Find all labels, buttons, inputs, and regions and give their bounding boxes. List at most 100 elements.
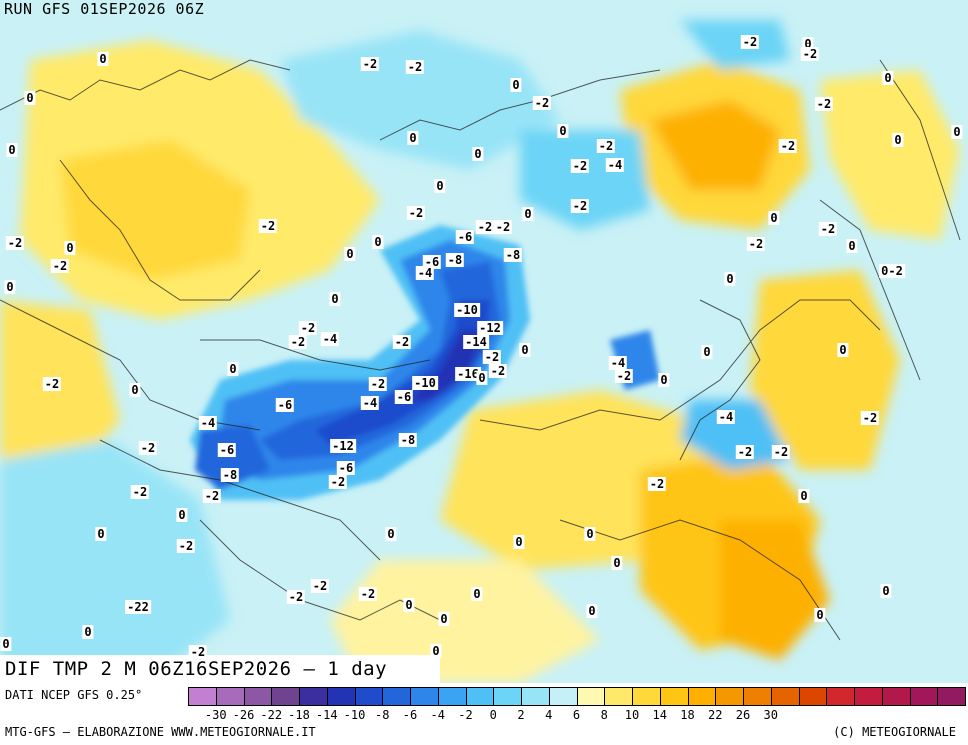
contour-value-label: 0 [880, 584, 892, 598]
cool-area-east [680, 400, 790, 470]
contour-value-label: -4 [360, 396, 380, 410]
contour-value-label: 0 [584, 527, 596, 541]
contour-value-label: -2 [176, 539, 196, 553]
contour-value-label: -14 [463, 335, 489, 349]
color-swatch [938, 687, 966, 706]
contour-value-label: -4 [716, 410, 736, 424]
contour-value-label: -12 [330, 439, 356, 453]
contour-value-label: -4 [320, 332, 340, 346]
contour-value-label: -2 [405, 60, 425, 74]
credit-label: MTG-GFS — ELABORAZIONE WWW.METEOGIORNALE… [5, 725, 316, 739]
color-swatch [300, 687, 328, 706]
tick-label: -22 [260, 708, 283, 722]
contour-value-label: 0 [557, 124, 569, 138]
contour-value-label: 0 [892, 133, 904, 147]
tick-label: 10 [624, 708, 640, 722]
tick-label: 26 [735, 708, 751, 722]
contour-value-label: 0 [129, 383, 141, 397]
warm-area-siberia-core [650, 100, 780, 190]
color-swatch [744, 687, 772, 706]
contour-value-label: 0 [701, 345, 713, 359]
tick-label: -4 [430, 708, 445, 722]
contour-value-label: 0 [372, 235, 384, 249]
tick-label: 14 [652, 708, 667, 722]
contour-value-label: 0 [586, 604, 598, 618]
contour-value-label: 0 [724, 272, 736, 286]
contour-value-label: -2 [614, 369, 634, 383]
cool-area-southwest [0, 440, 230, 683]
contour-value-label: -10 [412, 376, 438, 390]
contour-value-label: -6 [275, 398, 295, 412]
contour-value-label: 0 [802, 37, 814, 51]
contour-value-label: -2 [42, 377, 62, 391]
contour-value-label: -22 [125, 600, 151, 614]
run-title: RUN GFS 01SEP2026 06Z [4, 0, 205, 18]
contour-value-label: 0 [64, 241, 76, 255]
cool-area-arctic-east [520, 130, 650, 230]
map-field [0, 0, 968, 683]
tick-label: 8 [600, 708, 608, 722]
color-swatch [549, 687, 578, 706]
contour-value-label: 0 [82, 625, 94, 639]
contour-value-label: 0 [768, 211, 780, 225]
tick-label: -8 [375, 708, 390, 722]
contour-value-label: -8 [398, 433, 418, 447]
copyright-label: (C) METEOGIORNALE [833, 725, 956, 739]
contour-value-label: 0 [95, 527, 107, 541]
contour-value-label: -4 [605, 158, 625, 172]
contour-value-label: -2 [368, 377, 388, 391]
color-swatch [910, 687, 939, 706]
tick-label: 22 [708, 708, 723, 722]
contour-value-label: -6 [422, 255, 442, 269]
contour-value-label: 0 [438, 612, 450, 626]
contour-value-label: 0 [510, 78, 522, 92]
contour-value-label: -10 [454, 303, 480, 317]
warm-area-india [720, 520, 830, 660]
contour-value-label: -2 [298, 321, 318, 335]
tick-label: 0 [489, 708, 497, 722]
contour-value-label: -2 [286, 590, 306, 604]
contour-value-label: -2 [860, 411, 880, 425]
contour-value-label: -2 [814, 97, 834, 111]
contour-value-label: -2 [647, 477, 667, 491]
contour-value-label: -2 [570, 199, 590, 213]
contour-value-label: -8 [220, 468, 240, 482]
color-swatch [771, 687, 800, 706]
contour-value-label: 0 [951, 125, 963, 139]
contour-value-label: -4 [198, 416, 218, 430]
color-swatch [882, 687, 911, 706]
source-label: DATI NCEP GFS 0.25° [5, 688, 143, 702]
contour-value-label: 0 [519, 343, 531, 357]
contour-value-label: -2 [5, 236, 25, 250]
contour-value-label: 0 [434, 179, 446, 193]
contour-value-label: -2 [258, 219, 278, 233]
contour-value-label: -2 [493, 220, 513, 234]
contour-value-label: -6 [455, 230, 475, 244]
contour-value-label: -2 [188, 645, 208, 659]
color-swatch [577, 687, 606, 706]
temperature-anomaly-map [0, 0, 968, 683]
color-swatch [716, 687, 744, 706]
contour-value-label: 0 [0, 637, 12, 651]
color-swatch [660, 687, 689, 706]
contour-value-label: -6 [217, 443, 237, 457]
color-swatch [633, 687, 661, 706]
contour-value-label: 0 [403, 598, 415, 612]
contour-value-label: 0 [385, 527, 397, 541]
contour-value-label: -2 [50, 259, 70, 273]
tick-label: -6 [402, 708, 418, 722]
contour-value-label: 0 [344, 247, 356, 261]
contour-value-label: 0 [4, 280, 16, 294]
color-swatch [522, 687, 550, 706]
contour-value-label: -2 [740, 35, 760, 49]
contour-value-label: 0 [329, 292, 341, 306]
contour-value-label: 0 [472, 147, 484, 161]
color-swatch [272, 687, 300, 706]
color-swatch [827, 687, 855, 706]
contour-value-label: -2 [406, 206, 426, 220]
color-swatch [494, 687, 522, 706]
warm-area-south [330, 560, 600, 683]
color-swatch [383, 687, 411, 706]
tick-label: 6 [572, 708, 581, 722]
color-swatch [605, 687, 633, 706]
